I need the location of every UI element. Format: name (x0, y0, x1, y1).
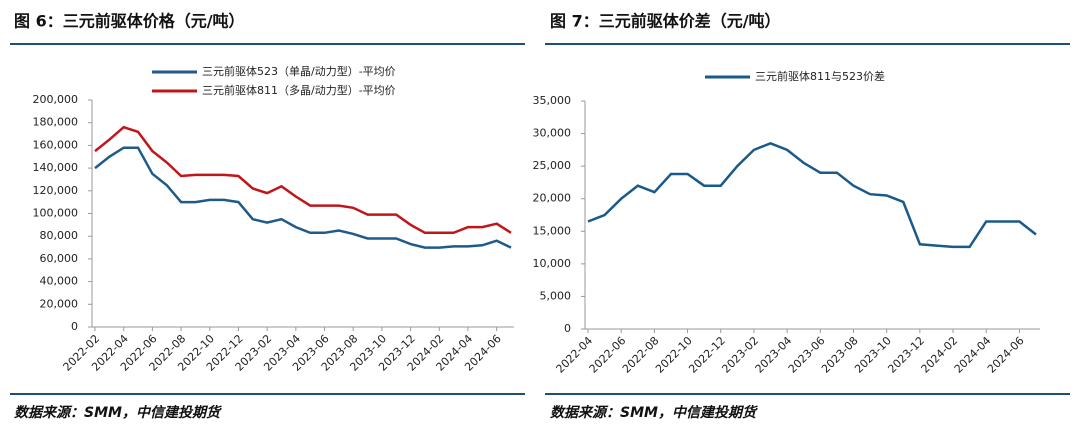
x-tick-label: 2024-06 (985, 334, 1027, 376)
source: 数据来源：SMM，中信建投期货 (550, 404, 758, 421)
y-tick-label: 25,000 (533, 159, 572, 172)
y-tick-label: 120,000 (33, 184, 79, 197)
y-tick-label: 140,000 (33, 161, 79, 174)
line-series (94, 125, 512, 235)
y-tick-label: 30,000 (533, 127, 572, 140)
legend-label: 三元前驱体811与523价差 (755, 69, 885, 83)
y-tick-label: 0 (564, 322, 571, 335)
source: 数据来源：SMM，中信建投期货 (14, 404, 222, 421)
y-tick-label: 15,000 (533, 224, 572, 237)
y-tick-label: 35,000 (533, 94, 572, 107)
y-tick-label: 100,000 (33, 207, 79, 220)
y-tick-label: 40,000 (40, 275, 79, 288)
y-tick-label: 5,000 (540, 289, 572, 302)
chart-title: 图 6：三元前驱体价格（元/吨） (14, 12, 245, 31)
y-tick-label: 0 (71, 320, 78, 333)
y-tick-label: 160,000 (33, 138, 79, 151)
line-series (94, 146, 512, 249)
y-tick-label: 20,000 (533, 192, 572, 205)
y-tick-label: 60,000 (40, 252, 79, 265)
y-tick-label: 200,000 (33, 93, 79, 106)
legend-label: 三元前驱体811（多晶/动力型）-平均价 (202, 83, 396, 97)
y-tick-label: 180,000 (33, 116, 79, 129)
y-tick-label: 10,000 (533, 257, 572, 270)
y-tick-label: 20,000 (40, 297, 79, 310)
legend-label: 三元前驱体523（单晶/动力型）-平均价 (202, 64, 396, 78)
chart-title: 图 7：三元前驱体价差（元/吨） (550, 12, 781, 31)
y-tick-label: 80,000 (40, 229, 79, 242)
line-series (587, 141, 1037, 249)
